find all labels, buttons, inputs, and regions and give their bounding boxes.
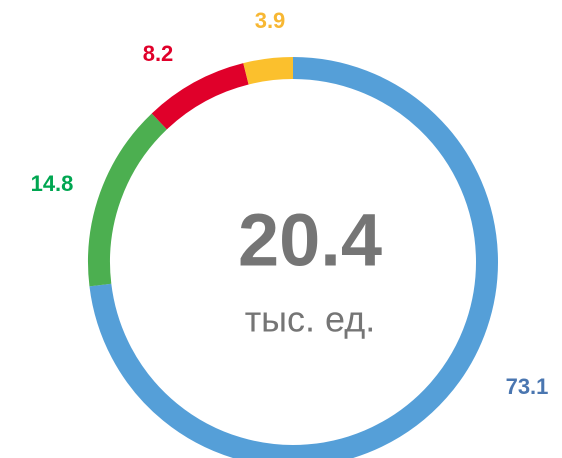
segment-label: 73.1 — [506, 374, 549, 399]
donut-segment — [89, 57, 498, 458]
segment-label: 14.8 — [31, 171, 74, 196]
segment-label: 8.2 — [143, 41, 174, 66]
donut-segment — [151, 63, 249, 130]
segment-label: 3.9 — [255, 8, 286, 33]
center-unit: тыс. ед. — [245, 299, 376, 340]
donut-segment — [243, 57, 294, 85]
center-value: 20.4 — [238, 199, 382, 282]
donut-segment — [88, 113, 167, 287]
